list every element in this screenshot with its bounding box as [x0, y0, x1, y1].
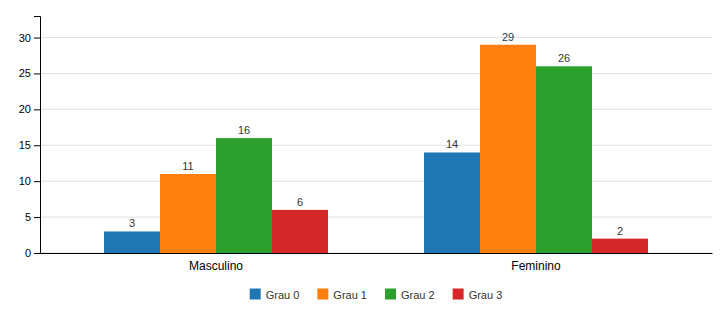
- y-tick-mark: [34, 217, 40, 218]
- y-tick: 5: [25, 211, 40, 223]
- y-tick-mark: [34, 181, 40, 182]
- bar: [480, 45, 536, 253]
- legend-item: Grau 3: [453, 289, 503, 301]
- grid-line: [40, 37, 712, 38]
- y-tick: 15: [19, 139, 40, 151]
- legend: Grau 0 Grau 1 Grau 2 Grau 3: [250, 289, 503, 301]
- x-axis: Masculino Feminino: [41, 253, 713, 273]
- bar: [536, 66, 592, 253]
- y-tick-label: 0: [25, 247, 31, 259]
- bar: [216, 138, 272, 253]
- y-tick-mark: [34, 38, 40, 39]
- legend-swatch: [250, 289, 261, 300]
- data-label: 2: [617, 225, 623, 237]
- y-tick-label: 10: [19, 175, 31, 187]
- data-label: 26: [558, 52, 570, 64]
- legend-label: Grau 3: [469, 289, 503, 301]
- grid-line: [40, 217, 712, 218]
- y-tick-label: 15: [19, 139, 31, 151]
- legend-swatch: [453, 289, 464, 300]
- bars: [104, 45, 648, 253]
- chart-svg: 3141129162662051015202530MasculinoFemini…: [0, 0, 728, 311]
- x-axis-line: [41, 253, 713, 254]
- data-label: 11: [182, 160, 193, 172]
- y-tick-label: 20: [19, 103, 31, 115]
- x-tick-label: Feminino: [511, 259, 561, 273]
- legend-swatch: [317, 289, 328, 300]
- legend-label: Grau 0: [266, 289, 300, 301]
- y-tick-label: 5: [25, 211, 31, 223]
- y-tick: 20: [19, 103, 40, 115]
- bar: [424, 152, 480, 253]
- x-tick-label: Masculino: [189, 259, 243, 273]
- y-tick-label: 30: [19, 32, 31, 44]
- data-label: 16: [238, 124, 250, 136]
- data-labels: 3 14 11 29 16 26 6 2: [129, 31, 623, 237]
- y-axis-line: [34, 17, 41, 254]
- legend-swatch: [385, 289, 396, 300]
- data-label: 29: [502, 31, 514, 43]
- grid: [40, 38, 712, 253]
- legend-item: Grau 0: [250, 289, 300, 301]
- legend-label: Grau 2: [401, 289, 435, 301]
- data-label: 6: [297, 196, 303, 208]
- legend-label: Grau 1: [333, 289, 367, 301]
- grid-line: [40, 145, 712, 146]
- bar: [104, 231, 160, 253]
- y-tick-label: 25: [19, 67, 31, 79]
- y-tick: 0: [25, 247, 40, 259]
- legend-item: Grau 2: [385, 289, 435, 301]
- y-tick-mark: [34, 109, 40, 110]
- grid-line: [40, 73, 712, 74]
- y-tick-mark: [34, 145, 40, 146]
- y-tick: 25: [19, 67, 40, 79]
- bar: [272, 210, 328, 253]
- data-label: 3: [129, 217, 135, 229]
- grid-line: [40, 109, 712, 110]
- y-tick: 30: [19, 32, 40, 44]
- y-tick-mark: [34, 253, 40, 254]
- legend-item: Grau 1: [317, 289, 367, 301]
- x-tick: Feminino: [511, 253, 561, 273]
- grid-line: [40, 181, 712, 182]
- y-tick-mark: [34, 73, 40, 74]
- chart-container: 3141129162662051015202530MasculinoFemini…: [0, 0, 728, 311]
- y-tick: 10: [19, 175, 40, 187]
- bar: [160, 174, 216, 253]
- x-tick: Masculino: [189, 253, 243, 273]
- bar: [592, 239, 648, 253]
- plot-area: 3141129162662051015202530MasculinoFemini…: [19, 17, 713, 273]
- data-label: 14: [446, 138, 458, 150]
- y-axis: 0 5 10 15 20 25 30: [19, 17, 41, 260]
